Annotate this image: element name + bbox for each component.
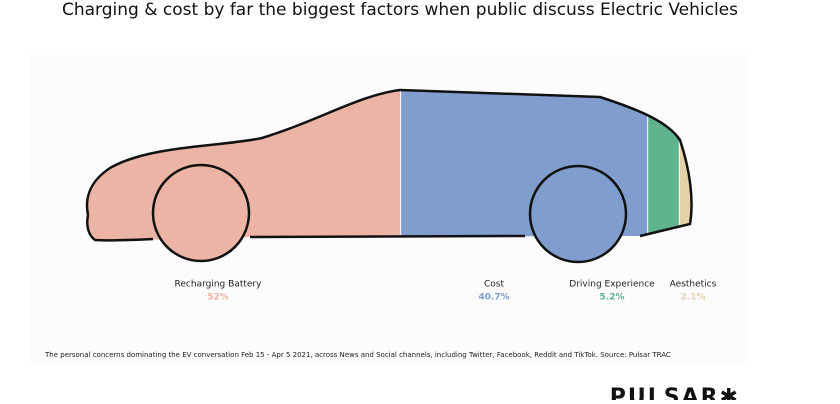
front-wheel [151,163,251,263]
value-label: 5.2% [600,293,625,303]
rear-wheel [528,164,628,264]
value-label: 52% [207,293,229,303]
footnote: The personal concerns dominating the EV … [44,351,671,359]
category-label: Recharging Battery [175,280,263,290]
car-outline [85,88,693,264]
car-body [85,88,693,242]
chart-title: Charging & cost by far the biggest facto… [62,0,738,20]
value-label: 40.7% [478,293,509,303]
category-label: Driving Experience [569,280,655,290]
logo: PULSAR✱ [610,385,740,400]
value-label: 2.1% [681,293,706,303]
category-label: Cost [484,280,504,290]
category-label: Aesthetics [670,280,717,290]
